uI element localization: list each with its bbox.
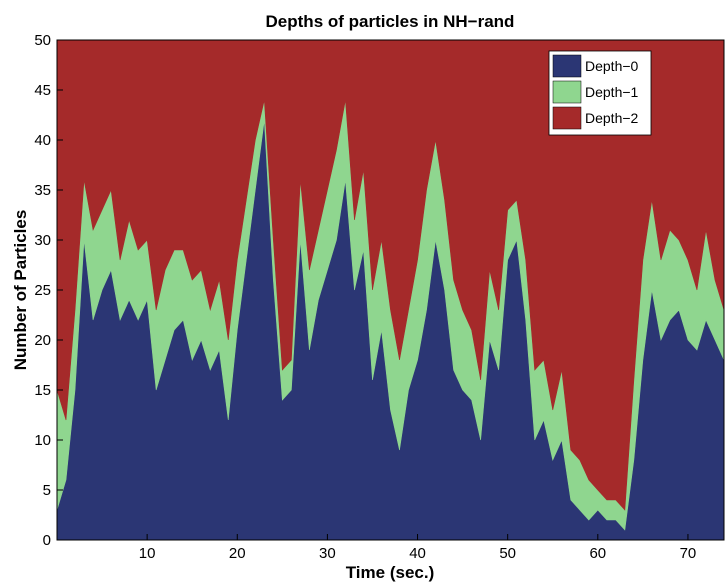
legend-label-1: Depth−1 xyxy=(585,84,639,100)
y-axis-label: Number of Particles xyxy=(11,210,30,371)
chart-title: Depths of particles in NH−rand xyxy=(266,12,515,31)
x-axis-label: Time (sec.) xyxy=(346,563,435,582)
x-tick-label: 20 xyxy=(229,545,246,562)
y-tick-label: 40 xyxy=(34,132,51,149)
y-tick-label: 10 xyxy=(34,432,51,449)
legend-swatch-2 xyxy=(552,106,582,130)
x-tick-label: 60 xyxy=(589,545,606,562)
y-tick-label: 30 xyxy=(34,232,51,249)
x-tick-label: 70 xyxy=(680,545,697,562)
y-tick-label: 20 xyxy=(34,332,51,349)
x-tick-label: 40 xyxy=(409,545,426,562)
axis-ticks: 10 20 30 40 50 60 70 0 5 10 15 20 25 30 35 40 45 50 xyxy=(34,32,696,562)
y-tick-label: 5 xyxy=(43,482,51,499)
y-tick-label: 50 xyxy=(34,32,51,49)
legend-label-2: Depth−2 xyxy=(585,110,639,126)
x-tick-label: 50 xyxy=(499,545,516,562)
x-tick-label: 10 xyxy=(139,545,156,562)
y-tick-label: 25 xyxy=(34,282,51,299)
y-tick-label: 45 xyxy=(34,82,51,99)
legend: Depth−0 Depth−1 Depth−2 xyxy=(548,50,652,136)
y-tick-label: 35 xyxy=(34,182,51,199)
y-tick-label: 0 xyxy=(43,532,51,549)
x-tick-label: 30 xyxy=(319,545,336,562)
legend-swatch-1 xyxy=(552,80,582,104)
y-tick-label: 15 xyxy=(34,382,51,399)
legend-label-0: Depth−0 xyxy=(585,58,639,74)
legend-swatch-0 xyxy=(552,54,582,78)
